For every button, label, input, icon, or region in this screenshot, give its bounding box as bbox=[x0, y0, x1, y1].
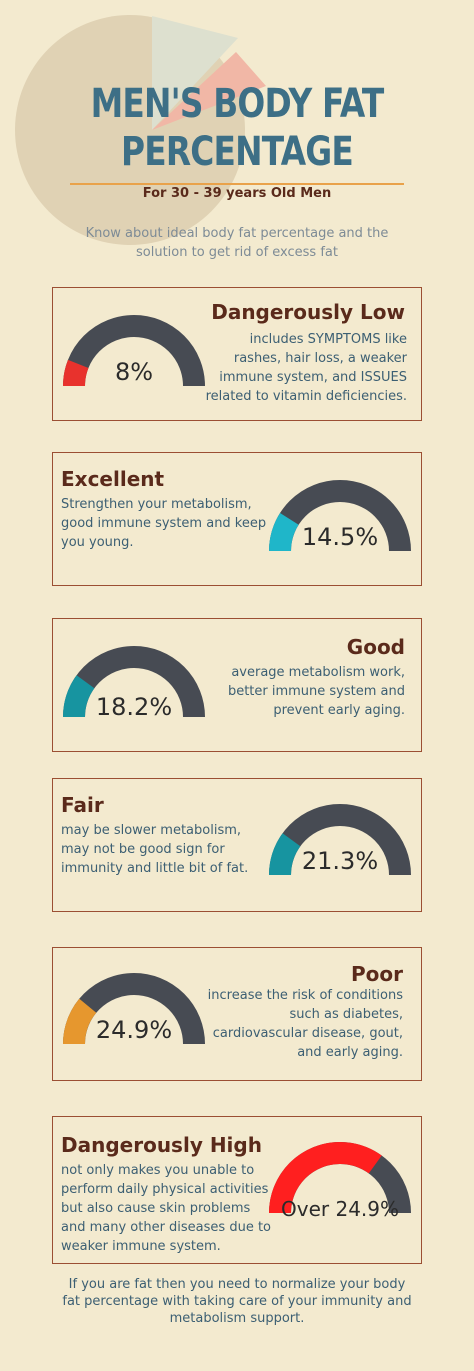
category-description: may be slower metabolism, may not be goo… bbox=[61, 823, 249, 876]
gauge-arc bbox=[63, 973, 205, 1045]
category-title: Good bbox=[346, 635, 405, 659]
gauge-fill bbox=[269, 833, 301, 876]
gauge-fill bbox=[63, 675, 95, 718]
background-pie-decoration bbox=[15, 15, 266, 245]
gauge: 18.2% bbox=[59, 635, 209, 725]
gauge: 24.9% bbox=[59, 962, 209, 1052]
category-title: Fair bbox=[61, 793, 104, 817]
gauge-arc bbox=[63, 315, 205, 387]
gauge: Over 24.9% bbox=[265, 1131, 415, 1221]
gauge-value: Over 24.9% bbox=[281, 1197, 399, 1221]
gauge-value: 14.5% bbox=[301, 523, 379, 551]
gauge-fill bbox=[63, 359, 89, 387]
gauge-fill bbox=[63, 998, 97, 1045]
gauge-value: 24.9% bbox=[95, 1016, 173, 1044]
category-card-excellent: Excellent Strengthen your metabolism, go… bbox=[52, 452, 422, 586]
subtitle-divider bbox=[70, 183, 404, 185]
page-title-line-2: PERCENTAGE bbox=[121, 129, 354, 175]
subtitle: For 30 - 39 years Old Men bbox=[142, 186, 332, 201]
gauge-arc bbox=[269, 480, 411, 552]
category-card-poor: Poor increase the risk of conditions suc… bbox=[52, 947, 422, 1081]
category-description: Strengthen your metabolism, good immune … bbox=[61, 497, 267, 550]
gauge-value: 21.3% bbox=[301, 847, 379, 875]
category-description: includes SYMPTOMS like rashes, hair loss… bbox=[205, 332, 407, 404]
category-card-good: Good average metabolism work, better imm… bbox=[52, 618, 422, 752]
category-card-fair: Fair may be slower metabolism, may not b… bbox=[52, 778, 422, 912]
gauge: 14.5% bbox=[265, 469, 415, 559]
category-title: Dangerously Low bbox=[211, 300, 405, 324]
category-description: average metabolism work, better immune s… bbox=[227, 665, 405, 718]
intro-text: Know about ideal body fat percentage and… bbox=[85, 226, 389, 260]
gauge-fill bbox=[269, 512, 299, 552]
gauge-value: 18.2% bbox=[95, 693, 173, 721]
category-title: Dangerously High bbox=[61, 1133, 262, 1157]
category-description: increase the risk of conditions such as … bbox=[207, 988, 403, 1060]
gauge-value: 8% bbox=[114, 358, 154, 386]
gauge-arc bbox=[269, 804, 411, 876]
gauge-track bbox=[63, 315, 205, 387]
category-card-dangerously-high: Dangerously High not only makes you unab… bbox=[52, 1116, 422, 1264]
category-description: not only makes you unable to perform dai… bbox=[61, 1163, 271, 1254]
gauge: 8% bbox=[59, 304, 209, 394]
gauge-arc bbox=[269, 1142, 411, 1214]
gauge: 21.3% bbox=[265, 793, 415, 883]
closing-text: If you are fat then you need to normaliz… bbox=[62, 1277, 412, 1326]
category-title: Poor bbox=[350, 962, 403, 986]
category-card-dangerously-low: Dangerously Low includes SYMPTOMS like r… bbox=[52, 287, 422, 421]
gauge-fill bbox=[269, 1142, 382, 1214]
page-title-line-1: MEN'S BODY FAT bbox=[90, 81, 385, 127]
category-title: Excellent bbox=[61, 467, 165, 491]
gauge-arc bbox=[63, 646, 205, 718]
